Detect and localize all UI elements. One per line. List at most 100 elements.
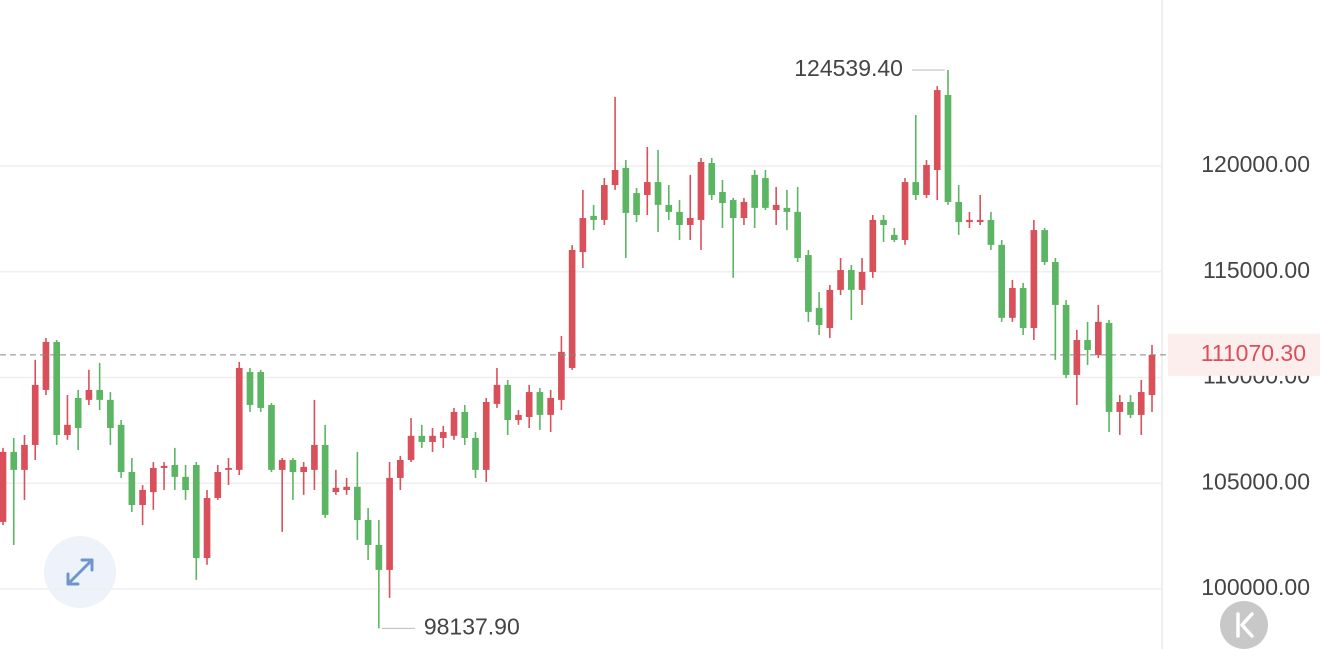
candle-body [697, 161, 705, 220]
candle-body [1030, 230, 1038, 328]
candle-body [53, 341, 61, 435]
candle-body [150, 467, 157, 493]
candle-body [85, 389, 93, 400]
candle-body [568, 249, 576, 368]
candle-body [1137, 392, 1145, 415]
y-tick-label: 115000.00 [1203, 257, 1310, 283]
candle-body [289, 459, 297, 472]
candle-body [515, 414, 522, 420]
candle-body [1148, 354, 1156, 396]
candle-body [235, 367, 243, 470]
plot: 100000.00105000.00110000.00115000.001200… [0, 55, 1320, 639]
candle-body [869, 219, 877, 272]
candle-body [815, 307, 823, 326]
candle-body [214, 472, 222, 499]
candle-body [171, 465, 179, 477]
candle-body [987, 219, 995, 245]
candle-body [160, 465, 168, 468]
candle-body [418, 435, 426, 442]
candle-body [622, 167, 630, 213]
candle-body [375, 544, 383, 570]
scroll-end-icon[interactable] [1236, 612, 1254, 638]
candle-body [472, 437, 479, 470]
candle-body [976, 219, 984, 223]
candle-body [0, 451, 7, 522]
y-tick-label: 105000.00 [1201, 468, 1310, 494]
candle-body [729, 200, 737, 219]
candle-body [396, 459, 404, 478]
candle-body [966, 219, 973, 223]
candle-body [139, 489, 146, 505]
candle-body [772, 204, 780, 210]
candle-body [42, 341, 50, 390]
low-label: 98137.90 [424, 613, 520, 639]
candle-body [482, 402, 490, 470]
candle-body [439, 432, 447, 438]
candle-body [450, 411, 458, 436]
candle-body [933, 90, 941, 171]
candle-body [676, 211, 683, 226]
scroll-end-button[interactable] [1220, 601, 1268, 649]
candle-body [225, 467, 232, 470]
candle-body [601, 185, 608, 220]
candle-body [998, 244, 1005, 318]
candle-body [407, 435, 415, 460]
candle-body [890, 234, 898, 241]
candle-body [128, 472, 136, 505]
candle-body [10, 451, 18, 470]
candle-body [880, 219, 887, 226]
expand-icon[interactable] [66, 558, 94, 586]
y-tick-label: 100000.00 [1201, 574, 1310, 600]
candle-body [955, 201, 963, 223]
candle-body [192, 465, 200, 559]
candle-body [321, 444, 329, 515]
candle-body [246, 371, 254, 405]
candle-body [31, 384, 39, 445]
candle-body [1127, 402, 1134, 415]
candle-body [300, 466, 308, 472]
candle-body [461, 411, 469, 438]
candle-body [944, 94, 952, 202]
candle-body [536, 392, 544, 415]
candle-body [858, 271, 866, 290]
candle-body [311, 444, 318, 470]
candle-body [740, 201, 748, 219]
candle-body [708, 163, 716, 195]
candle-body [912, 182, 920, 195]
candle-body [837, 270, 844, 290]
candle-body [1094, 321, 1102, 356]
candle-body [96, 389, 103, 400]
candle-body [257, 371, 265, 408]
candle-body [182, 476, 189, 490]
candle-body [64, 424, 71, 435]
candle-body [783, 207, 791, 212]
candle-body [493, 384, 501, 404]
candle-body [1062, 304, 1070, 375]
y-tick-label: 120000.00 [1201, 151, 1310, 177]
candle-body [1052, 262, 1059, 305]
candle-body [579, 218, 587, 253]
candle-body [558, 351, 565, 400]
candle-body [547, 397, 554, 415]
candle-body [429, 435, 436, 442]
candle-body [847, 270, 855, 290]
candle-body [1105, 322, 1113, 412]
candle-body [1009, 288, 1016, 318]
candle-body [901, 182, 909, 241]
expand-button[interactable] [44, 536, 116, 608]
candle-body [504, 384, 512, 420]
candle-body [826, 289, 834, 328]
candle-body [633, 193, 640, 216]
high-label: 124539.40 [794, 55, 903, 81]
candle-body [1019, 288, 1027, 328]
candle-body [1073, 340, 1081, 375]
candle-body [107, 399, 114, 429]
candle-body [74, 397, 82, 429]
candle-body [665, 204, 673, 212]
candle-body [21, 444, 28, 470]
candle-body [268, 404, 275, 470]
candle-body [203, 498, 211, 559]
candle-body [686, 218, 694, 226]
